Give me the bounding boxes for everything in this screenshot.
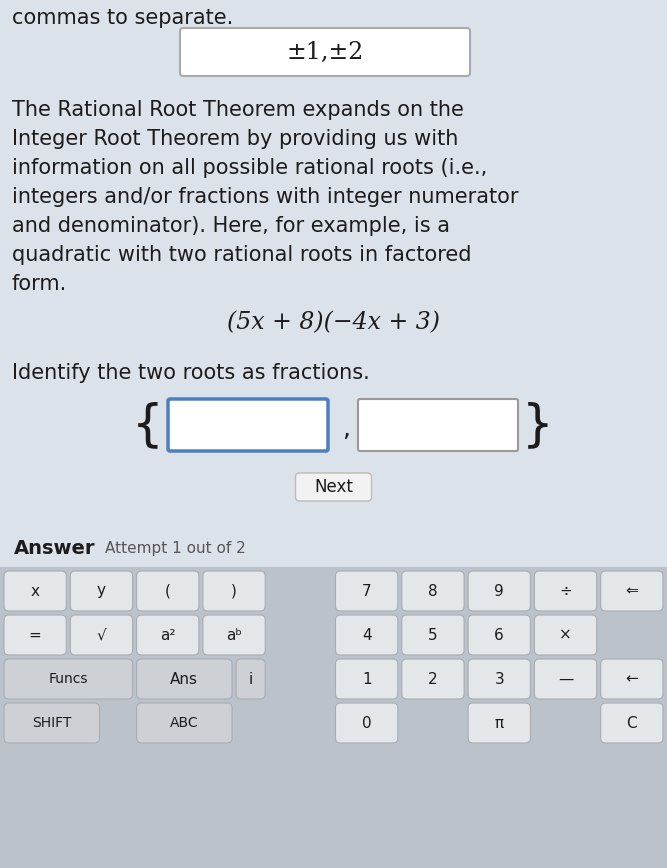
Text: Attempt 1 out of 2: Attempt 1 out of 2 bbox=[105, 542, 245, 556]
Text: π: π bbox=[495, 715, 504, 731]
FancyBboxPatch shape bbox=[203, 615, 265, 655]
Text: Ans: Ans bbox=[170, 672, 198, 687]
FancyBboxPatch shape bbox=[402, 615, 464, 655]
Text: The Rational Root Theorem expands on the: The Rational Root Theorem expands on the bbox=[12, 100, 464, 120]
Text: information on all possible rational roots (i.e.,: information on all possible rational roo… bbox=[12, 158, 488, 178]
FancyBboxPatch shape bbox=[468, 659, 530, 699]
Text: 6: 6 bbox=[494, 628, 504, 642]
Text: 4: 4 bbox=[362, 628, 372, 642]
Text: form.: form. bbox=[12, 274, 67, 294]
Text: ): ) bbox=[231, 583, 237, 599]
Text: ±1,±2: ±1,±2 bbox=[286, 41, 364, 63]
FancyBboxPatch shape bbox=[601, 571, 663, 611]
FancyBboxPatch shape bbox=[601, 659, 663, 699]
Text: Next: Next bbox=[314, 478, 353, 496]
Text: ABC: ABC bbox=[170, 716, 199, 730]
Text: —: — bbox=[558, 672, 573, 687]
Text: and denominator). Here, for example, is a: and denominator). Here, for example, is … bbox=[12, 216, 450, 236]
Text: ⇐: ⇐ bbox=[626, 583, 638, 599]
Text: 9: 9 bbox=[494, 583, 504, 599]
FancyBboxPatch shape bbox=[336, 571, 398, 611]
Text: aᵇ: aᵇ bbox=[226, 628, 242, 642]
FancyBboxPatch shape bbox=[336, 615, 398, 655]
Text: }: } bbox=[522, 401, 554, 449]
Text: Identify the two roots as fractions.: Identify the two roots as fractions. bbox=[12, 363, 370, 383]
Text: ,: , bbox=[342, 417, 350, 441]
FancyBboxPatch shape bbox=[70, 571, 133, 611]
Text: ×: × bbox=[559, 628, 572, 642]
FancyBboxPatch shape bbox=[358, 399, 518, 451]
Text: ←: ← bbox=[626, 672, 638, 687]
FancyBboxPatch shape bbox=[4, 703, 99, 743]
Text: Integer Root Theorem by providing us with: Integer Root Theorem by providing us wit… bbox=[12, 129, 458, 149]
Text: {: { bbox=[132, 401, 164, 449]
FancyBboxPatch shape bbox=[137, 615, 199, 655]
Text: (5x + 8)(−4x + 3): (5x + 8)(−4x + 3) bbox=[227, 311, 440, 334]
Text: C: C bbox=[626, 715, 637, 731]
Text: (: ( bbox=[165, 583, 171, 599]
Text: 3: 3 bbox=[494, 672, 504, 687]
Text: commas to separate.: commas to separate. bbox=[12, 8, 233, 28]
Text: y: y bbox=[97, 583, 106, 599]
Text: SHIFT: SHIFT bbox=[32, 716, 71, 730]
FancyBboxPatch shape bbox=[203, 571, 265, 611]
FancyBboxPatch shape bbox=[168, 399, 328, 451]
FancyBboxPatch shape bbox=[601, 703, 663, 743]
Text: 1: 1 bbox=[362, 672, 372, 687]
Text: quadratic with two rational roots in factored: quadratic with two rational roots in fac… bbox=[12, 245, 472, 265]
FancyBboxPatch shape bbox=[534, 659, 597, 699]
FancyBboxPatch shape bbox=[468, 615, 530, 655]
Text: 2: 2 bbox=[428, 672, 438, 687]
FancyBboxPatch shape bbox=[4, 615, 66, 655]
Text: i: i bbox=[249, 672, 253, 687]
Text: =: = bbox=[29, 628, 41, 642]
FancyBboxPatch shape bbox=[336, 703, 398, 743]
Text: 5: 5 bbox=[428, 628, 438, 642]
Text: ÷: ÷ bbox=[559, 583, 572, 599]
Text: x: x bbox=[31, 583, 39, 599]
FancyBboxPatch shape bbox=[336, 659, 398, 699]
Text: Funcs: Funcs bbox=[49, 672, 88, 686]
Text: 7: 7 bbox=[362, 583, 372, 599]
FancyBboxPatch shape bbox=[180, 28, 470, 76]
FancyBboxPatch shape bbox=[4, 659, 133, 699]
FancyBboxPatch shape bbox=[137, 659, 232, 699]
FancyBboxPatch shape bbox=[295, 473, 372, 501]
FancyBboxPatch shape bbox=[70, 615, 133, 655]
Text: 0: 0 bbox=[362, 715, 372, 731]
FancyBboxPatch shape bbox=[468, 703, 530, 743]
Bar bbox=[0, 567, 667, 868]
FancyBboxPatch shape bbox=[402, 659, 464, 699]
FancyBboxPatch shape bbox=[534, 615, 597, 655]
FancyBboxPatch shape bbox=[236, 659, 265, 699]
Text: √: √ bbox=[97, 628, 106, 642]
Text: integers and/or fractions with integer numerator: integers and/or fractions with integer n… bbox=[12, 187, 518, 207]
FancyBboxPatch shape bbox=[137, 571, 199, 611]
Text: a²: a² bbox=[160, 628, 175, 642]
FancyBboxPatch shape bbox=[534, 571, 597, 611]
FancyBboxPatch shape bbox=[402, 571, 464, 611]
FancyBboxPatch shape bbox=[468, 571, 530, 611]
Text: 8: 8 bbox=[428, 583, 438, 599]
FancyBboxPatch shape bbox=[137, 703, 232, 743]
FancyBboxPatch shape bbox=[4, 571, 66, 611]
Text: Answer: Answer bbox=[14, 540, 95, 558]
